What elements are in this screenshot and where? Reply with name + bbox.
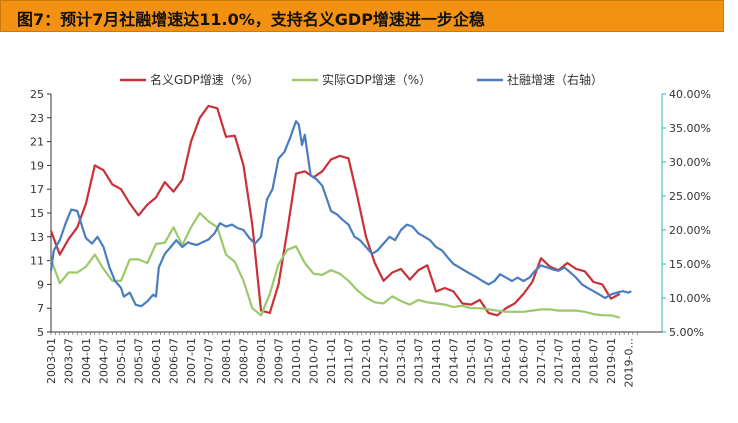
x-tick-label: 2015-01 <box>465 338 478 384</box>
x-tick-label: 2011-07 <box>343 338 356 384</box>
x-tick-label: 2012-07 <box>378 338 391 384</box>
left-tick-label: 25 <box>30 88 44 101</box>
x-tick-label: 2013-01 <box>395 338 408 384</box>
right-tick-label: 20.00% <box>669 224 711 237</box>
x-tick-label: 2006-01 <box>150 338 163 384</box>
left-tick-label: 17 <box>30 183 44 196</box>
x-tick-label: 2017-07 <box>553 338 566 384</box>
x-tick-label: 2008-01 <box>220 338 233 384</box>
x-tick-label: 2016-07 <box>518 338 531 384</box>
x-tick-label: 2011-01 <box>325 338 338 384</box>
x-tick-label: 2018-01 <box>570 338 583 384</box>
right-tick-label: 30.00% <box>669 156 711 169</box>
legend-label-2: 实际GDP增速（%） <box>322 72 431 87</box>
x-tick-label: 2007-07 <box>203 338 216 384</box>
series-line-3 <box>49 120 632 308</box>
right-tick-label: 35.00% <box>669 122 711 135</box>
x-tick-label: 2003-07 <box>63 338 76 384</box>
x-tick-label: 2005-01 <box>115 338 128 384</box>
x-tick-label: 2006-07 <box>168 338 181 384</box>
x-tick-label: 2009-07 <box>273 338 286 384</box>
left-tick-label: 19 <box>30 159 44 172</box>
left-tick-label: 5 <box>37 326 44 339</box>
x-tick-label: 2015-07 <box>483 338 496 384</box>
x-tick-label: 2014-01 <box>430 338 443 384</box>
x-tick-label: 2008-07 <box>238 338 251 384</box>
left-tick-label: 13 <box>30 231 44 244</box>
right-tick-label: 15.00% <box>669 258 711 271</box>
x-tick-label: 2014-07 <box>448 338 461 384</box>
series-line-1 <box>49 104 621 317</box>
x-tick-label: 2003-01 <box>45 338 58 384</box>
right-tick-label: 40.00% <box>669 88 711 101</box>
x-tick-label: 2018-07 <box>588 338 601 384</box>
left-tick-label: 15 <box>30 207 44 220</box>
x-tick-label: 2007-01 <box>185 338 198 384</box>
legend-label-1: 名义GDP增速（%） <box>150 72 259 87</box>
left-tick-label: 11 <box>30 255 44 268</box>
x-tick-label: 2004-01 <box>80 338 93 384</box>
legend-label-3: 社融增速（右轴） <box>507 72 603 87</box>
left-tick-label: 7 <box>37 302 44 315</box>
title-bar: 图7：预计7月社融增速达11.0%，支持名义GDP增速进一步企稳 <box>0 0 724 32</box>
left-tick-label: 9 <box>37 278 44 291</box>
x-tick-label: 2005-07 <box>133 338 146 384</box>
x-tick-label: 2010-01 <box>290 338 303 384</box>
x-tick-label: 2009-01 <box>255 338 268 384</box>
x-tick-label: 2012-01 <box>360 338 373 384</box>
left-tick-label: 23 <box>30 112 44 125</box>
x-tick-label: 2010-07 <box>308 338 321 384</box>
chart-title: 图7：预计7月社融增速达11.0%，支持名义GDP增速进一步企稳 <box>17 10 485 29</box>
right-tick-label: 5.00% <box>669 326 704 339</box>
right-tick-label: 10.00% <box>669 292 711 305</box>
x-tick-label: 2019-01 <box>605 338 618 384</box>
x-tick-label: 2019-0... <box>623 338 636 387</box>
series-line-2 <box>49 211 621 319</box>
right-tick-label: 25.00% <box>669 190 711 203</box>
x-tick-label: 2013-07 <box>413 338 426 384</box>
x-tick-label: 2004-07 <box>98 338 111 384</box>
x-tick-label: 2016-01 <box>500 338 513 384</box>
left-tick-label: 21 <box>30 136 44 149</box>
x-tick-label: 2017-01 <box>535 338 548 384</box>
